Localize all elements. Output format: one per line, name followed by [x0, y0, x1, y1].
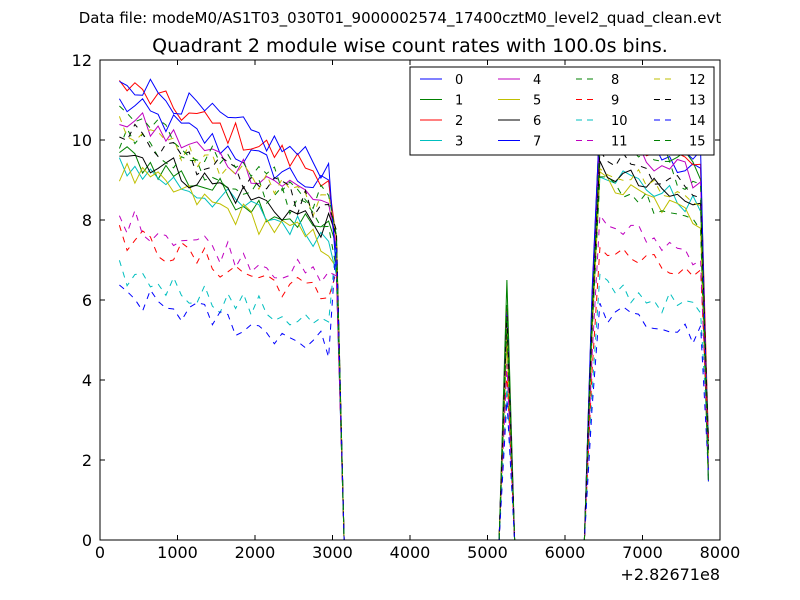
legend-label: 12 — [689, 73, 706, 88]
legend-label: 15 — [689, 135, 706, 150]
series-line-0 — [118, 98, 709, 541]
series-line-15 — [119, 105, 709, 541]
series-line-13 — [119, 123, 709, 541]
series-line-11 — [118, 208, 709, 541]
x-tick-label: 3000 — [312, 543, 353, 562]
x-tick-label: 0 — [95, 543, 105, 562]
legend-label: 10 — [611, 114, 628, 129]
axis-ticks: 0 1000 2000 3000 4000 5000 6000 7000 80000246810… — [72, 51, 741, 562]
chart-title: Quadrant 2 module wise count rates with … — [152, 35, 668, 57]
series-line-5 — [118, 162, 709, 541]
legend-label: 6 — [533, 114, 541, 129]
x-tick-label: 7000 — [622, 543, 663, 562]
y-tick-label: 10 — [72, 131, 92, 150]
legend-label: 9 — [611, 94, 619, 109]
legend-box — [409, 66, 715, 156]
legend-label: 7 — [533, 135, 541, 150]
series-line-6 — [119, 154, 709, 541]
series-line-10 — [118, 240, 709, 541]
y-tick-label: 4 — [82, 371, 92, 390]
x-tick-label: 4000 — [390, 543, 431, 562]
series-line-9 — [118, 225, 709, 541]
legend-label: 2 — [455, 114, 463, 129]
series-line-1 — [119, 118, 709, 541]
series-line-8 — [118, 127, 709, 541]
series-line-12 — [118, 116, 709, 541]
legend-label: 4 — [533, 73, 541, 88]
legend-label: 1 — [455, 94, 463, 109]
x-tick-label: 2000 — [235, 543, 276, 562]
x-tick-label: 6000 — [545, 543, 586, 562]
y-tick-label: 8 — [82, 211, 92, 230]
y-tick-label: 2 — [82, 451, 92, 470]
legend-label: 8 — [611, 73, 619, 88]
legend-label: 3 — [455, 135, 463, 150]
legend-label: 14 — [689, 114, 706, 129]
x-offset-label: +2.82671e8 — [620, 565, 720, 584]
x-tick-label: 8000 — [700, 543, 741, 562]
legend-label: 13 — [689, 94, 706, 109]
legend-label: 5 — [533, 94, 541, 109]
series-line-4 — [119, 111, 709, 541]
figure-suptitle: Data file: modeM0/AS1T03_030T01_90000025… — [78, 9, 722, 27]
series-line-3 — [118, 157, 709, 541]
x-tick-label: 1000 — [157, 543, 198, 562]
y-tick-label: 12 — [72, 51, 92, 70]
y-tick-label: 6 — [82, 291, 92, 310]
legend-label: 0 — [455, 73, 463, 88]
x-tick-label: 5000 — [467, 543, 508, 562]
legend-label: 11 — [611, 135, 628, 150]
series-line-14 — [119, 241, 709, 541]
y-tick-label: 0 — [82, 531, 92, 550]
